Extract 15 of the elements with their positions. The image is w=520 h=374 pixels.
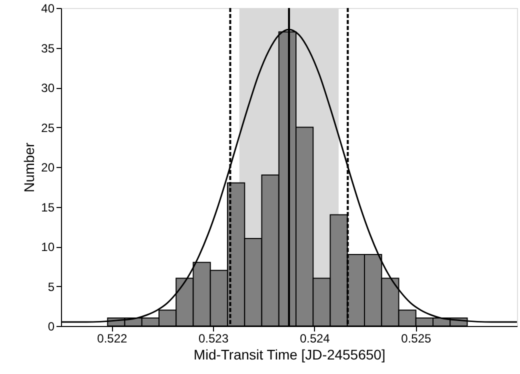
y-tick-label: 35: [41, 41, 55, 56]
y-tick-label: 30: [41, 81, 55, 95]
y-tick-label: 40: [41, 2, 55, 16]
y-tick-label: 10: [41, 240, 55, 254]
y-tick-label: 25: [41, 120, 55, 135]
y-tick-label: 20: [41, 160, 55, 174]
y-tick-label: 5: [48, 280, 55, 294]
x-tick-label: 0.522: [97, 332, 128, 346]
y-axis-title: Number: [21, 142, 38, 192]
y-tick-label: 15: [41, 200, 55, 214]
y-tick-label: 0: [48, 320, 55, 334]
x-tick-label: 0.523: [198, 332, 229, 346]
x-axis-title: Mid-Transit Time [JD-2455650]: [194, 346, 386, 362]
x-tick-label: 0.525: [401, 332, 432, 346]
x-tick-label: 0.524: [300, 332, 330, 346]
